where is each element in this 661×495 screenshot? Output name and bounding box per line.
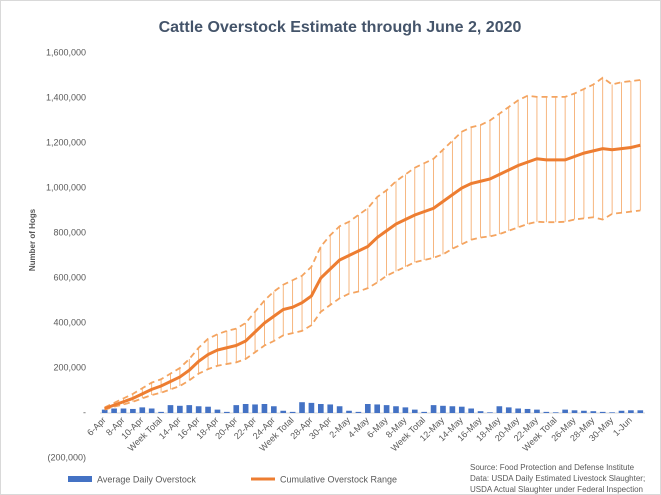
bar <box>421 411 427 413</box>
bar <box>440 405 446 413</box>
y-tick-label: 800,000 <box>53 227 86 237</box>
bar <box>336 406 343 413</box>
y-tick-label: 1,000,000 <box>46 182 86 192</box>
bar <box>214 409 221 413</box>
bar <box>101 409 108 413</box>
bar <box>505 407 512 413</box>
bar <box>402 407 409 413</box>
bar <box>609 412 615 413</box>
chart-title: Cattle Overstock Estimate through June 2… <box>159 19 522 36</box>
bar <box>186 405 193 413</box>
source-line: Data: USDA Daily Estimated Livestock Sla… <box>470 474 645 483</box>
range-bound-line <box>104 209 641 411</box>
bar <box>430 405 437 413</box>
legend-label: Average Daily Overstock <box>97 474 196 484</box>
bar <box>242 404 249 413</box>
y-tick-label: 400,000 <box>53 317 86 327</box>
bar <box>458 406 465 413</box>
bar <box>562 409 568 413</box>
bar <box>496 406 503 413</box>
bar <box>355 411 362 413</box>
bar <box>590 411 597 413</box>
bar <box>374 404 381 413</box>
cumulative-line <box>104 143 641 410</box>
bar <box>515 408 521 413</box>
bar <box>139 407 146 413</box>
bar <box>449 406 456 413</box>
y-tick-label: 600,000 <box>53 272 86 282</box>
bar <box>487 412 493 413</box>
bar <box>327 404 334 413</box>
bar <box>318 404 324 413</box>
bar <box>195 406 202 413</box>
bar <box>233 405 240 413</box>
bar <box>581 410 587 413</box>
bar <box>628 410 634 413</box>
bar <box>130 408 136 413</box>
bar <box>411 409 418 413</box>
bar <box>289 411 296 413</box>
y-tick-label: - <box>83 407 86 417</box>
bar <box>271 406 277 413</box>
bar <box>543 411 550 413</box>
bar <box>224 411 230 413</box>
bar <box>158 411 164 413</box>
bar <box>148 408 155 413</box>
y-tick-label: 200,000 <box>53 362 86 372</box>
bar <box>468 408 474 413</box>
bar <box>167 405 174 413</box>
bar <box>308 402 315 413</box>
bar <box>637 410 644 413</box>
source-line: USDA Actual Slaughter under Federal Insp… <box>470 485 643 494</box>
bar <box>364 404 371 413</box>
bar <box>261 404 268 413</box>
y-axis-label: Number of Hogs <box>28 208 37 271</box>
bar <box>177 405 183 413</box>
bar <box>346 410 352 413</box>
bar <box>252 404 258 413</box>
bar <box>205 406 211 413</box>
y-tick-label: 1,600,000 <box>46 47 86 57</box>
bar <box>534 409 540 413</box>
bar <box>393 406 399 413</box>
bar <box>383 405 390 413</box>
y-tick-label: 1,200,000 <box>46 137 86 147</box>
bar <box>280 410 287 413</box>
bar <box>599 411 606 413</box>
bar <box>299 402 305 413</box>
bar <box>552 412 559 413</box>
bar <box>618 410 625 413</box>
bar <box>524 408 531 413</box>
bar <box>111 408 117 413</box>
legend-label: Cumulative Overstock Range <box>280 474 397 484</box>
bar <box>571 410 578 413</box>
bar <box>477 411 484 413</box>
range-bound-line <box>104 76 641 409</box>
y-tick-label: (200,000) <box>47 452 86 462</box>
bar <box>120 408 127 413</box>
y-tick-label: 1,400,000 <box>46 92 86 102</box>
source-line: Source: Food Protection and Defense Inst… <box>470 463 635 472</box>
legend-swatch <box>68 476 92 482</box>
